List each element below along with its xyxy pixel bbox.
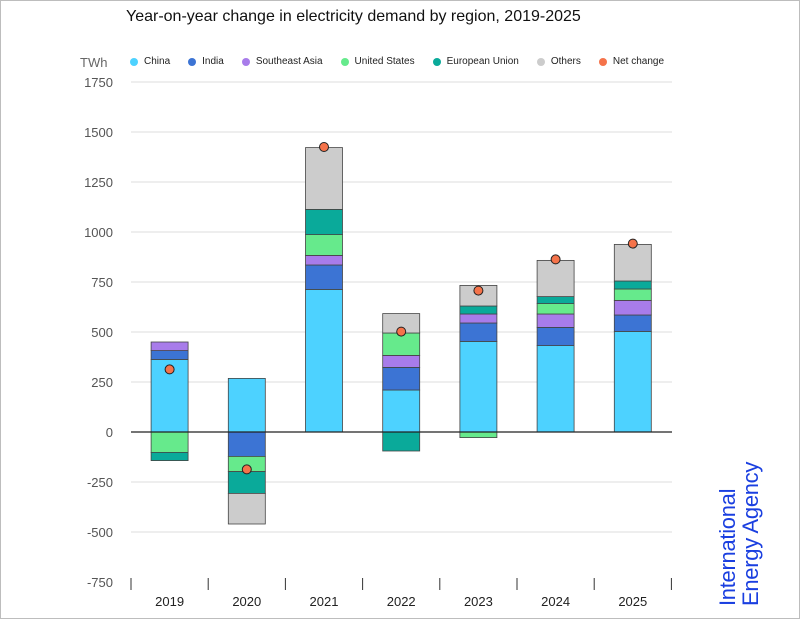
bar-segment-india (459, 322, 498, 342)
y-tick-label: 500 (91, 325, 113, 340)
legend-label: Others (550, 56, 581, 67)
bar-segment-india (382, 366, 421, 391)
bar-segment-china (382, 389, 421, 433)
bar-segment-european-union (227, 471, 266, 494)
bar-segment-india (536, 326, 575, 346)
bar-segment-southeast-asia (305, 254, 343, 266)
bar-segment-others (459, 284, 498, 307)
legend-label: United States (354, 56, 415, 67)
legend-swatch (130, 57, 138, 66)
y-tick-label: -250 (87, 475, 113, 490)
y-tick-label: 1750 (84, 75, 113, 90)
bar-segment-united-states (536, 303, 575, 315)
legend-swatch (241, 57, 250, 66)
legend-label: European Union (446, 56, 519, 67)
bar-segment-southeast-asia (536, 313, 575, 328)
x-tick-label: 2019 (155, 594, 184, 609)
y-tick-label: -750 (87, 575, 113, 590)
bar-segment-european-union (305, 208, 343, 235)
bar-segment-others (536, 259, 575, 297)
bar-segment-united-states (305, 234, 343, 256)
bar-segment-southeast-asia (150, 341, 189, 352)
bar-segment-others (613, 243, 652, 282)
net-change-point (473, 285, 484, 296)
bar-segment-india (305, 264, 343, 290)
y-tick-label: 750 (91, 275, 113, 290)
bar-segment-united-states (150, 431, 189, 453)
bar-segment-china (536, 345, 575, 433)
y-tick-label: 1500 (84, 125, 113, 140)
legend-swatch (188, 57, 197, 66)
bar-segment-india (150, 350, 189, 360)
bar-segment-others (305, 147, 343, 210)
y-axis-unit: TWh (80, 55, 108, 70)
x-tick-label: 2021 (310, 594, 339, 609)
bar-segment-united-states (459, 431, 498, 438)
legend-item: Southeast Asia (241, 56, 323, 67)
bar-segment-european-union (459, 305, 498, 315)
bar-segment-european-union (536, 296, 575, 305)
legend-label: India (202, 56, 224, 67)
y-tick-label: 1250 (84, 175, 113, 190)
bar-segment-european-union (150, 451, 189, 461)
legend-swatch (536, 57, 545, 66)
bar-segment-china (305, 288, 343, 433)
legend-item: India (188, 56, 224, 67)
net-change-point (627, 238, 638, 249)
bar-segment-india (613, 314, 652, 332)
legend-label: Net change (612, 56, 665, 67)
y-tick-label: 0 (106, 425, 113, 440)
bar-segment-southeast-asia (382, 354, 421, 368)
bar-segment-china (613, 330, 652, 433)
net-change-point (396, 326, 407, 337)
chart-title: Year-on-year change in electricity deman… (126, 8, 581, 25)
net-change-point (241, 464, 252, 475)
y-tick-label: 1000 (84, 225, 113, 240)
legend-item: Others (536, 56, 581, 67)
legend-label: Southeast Asia (255, 56, 323, 67)
bar-segment-southeast-asia (459, 313, 498, 324)
net-change-point (319, 142, 329, 152)
bar-segment-india (227, 431, 266, 457)
x-tick-label: 2024 (541, 594, 570, 609)
legend: China India Southeast Asia United States Eur… (130, 56, 682, 67)
y-tick-label: 250 (91, 375, 113, 390)
bar-segment-china (459, 340, 498, 433)
legend-item: European Union (432, 56, 519, 67)
net-change-point (550, 254, 561, 265)
legend-label: China (144, 56, 171, 67)
legend-swatch (432, 57, 441, 66)
bar-segment-united-states (613, 288, 652, 301)
bar-segment-southeast-asia (613, 299, 652, 316)
legend-item: Net change (598, 56, 665, 67)
net-change-point (164, 364, 175, 375)
legend-swatch (340, 57, 349, 66)
legend-item: China (130, 56, 170, 67)
legend-item: United States (340, 56, 415, 67)
x-tick-label: 2025 (618, 594, 647, 609)
x-tick-label: 2023 (464, 594, 493, 609)
x-tick-label: 2022 (387, 594, 416, 609)
y-tick-label: -500 (87, 525, 113, 540)
x-tick-label: 2020 (232, 594, 261, 609)
bar-segment-china (227, 377, 266, 433)
bar-segment-others (227, 492, 266, 525)
legend-swatch (598, 57, 607, 66)
bar-segment-european-union (382, 431, 421, 452)
bar-segment-european-union (613, 280, 652, 290)
